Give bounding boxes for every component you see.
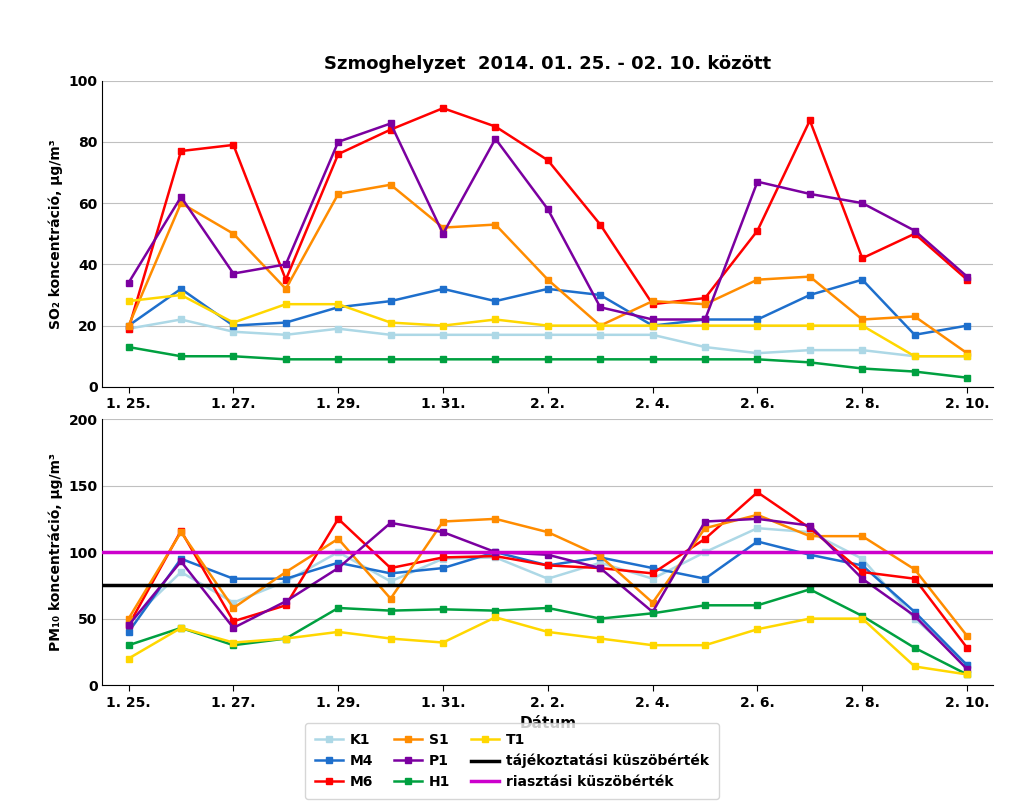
X-axis label: Dátum: Dátum: [519, 717, 577, 732]
Y-axis label: SO₂ koncentráció, μg/m³: SO₂ koncentráció, μg/m³: [48, 139, 63, 329]
Y-axis label: PM₁₀ koncentráció, μg/m³: PM₁₀ koncentráció, μg/m³: [48, 453, 62, 651]
Legend: K1, M4, M6, S1, P1, H1, T1, tájékoztatási küszöbérték, riasztási küszöbérték: K1, M4, M6, S1, P1, H1, T1, tájékoztatás…: [305, 723, 719, 799]
Title: Szmoghelyzet  2014. 01. 25. - 02. 10. között: Szmoghelyzet 2014. 01. 25. - 02. 10. köz…: [325, 56, 771, 73]
